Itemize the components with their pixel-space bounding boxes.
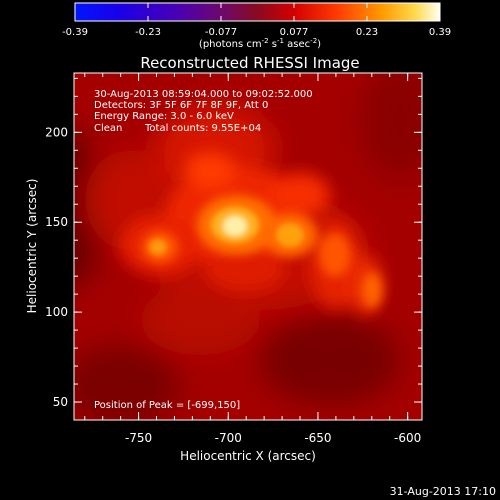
y-tick-label: 50 [53,395,68,409]
algorithm-name: Clean [94,123,122,134]
colorbar-frame [74,2,441,22]
peak-position: Position of Peak = [-699,150] [94,400,240,411]
colorbar-tick-label: 0.23 [356,27,378,38]
emission-bright [142,195,382,308]
colorbar-tick-labels: -0.39 -0.23 -0.077 0.077 0.23 0.39 [62,27,451,38]
y-tick-label: 100 [45,305,68,319]
colorbar-tick-label: 0.077 [280,27,309,38]
time-range: 30-Aug-2013 08:59:04.000 to 09:02:52.000 [94,89,313,100]
colorbar [75,3,440,21]
colorbar-tick-label: -0.077 [205,27,237,38]
y-axis-label: Heliocentric Y (arcsec) [25,179,39,314]
xray-emission-image [74,73,422,420]
colorbar-ticks [74,3,441,21]
x-tick-label: -600 [394,431,421,445]
observation-info: 30-Aug-2013 08:59:04.000 to 09:02:52.000… [94,89,313,134]
emission-core [149,207,304,255]
x-axis-label: Heliocentric X (arcsec) [180,449,316,463]
x-tick-label: -750 [125,431,152,445]
colorbar-unit-label: (photons cm-2 s-1 asec-2) [199,37,321,50]
plot-frame [73,72,423,421]
x-tick-label: -650 [304,431,331,445]
total-counts: Total counts: 9.55E+04 [144,123,261,134]
x-axis-ticks: -750 -700 -650 -600 [84,73,421,445]
render-timestamp: 31-Aug-2013 17:10 [390,485,496,498]
colorbar-tick-label: -0.39 [62,27,88,38]
y-tick-label: 150 [45,215,68,229]
detectors-info: Detectors: 3F 5F 6F 7F 8F 9F, Att 0 [94,100,268,111]
energy-range: Energy Range: 3.0 - 6.0 keV [94,111,234,122]
colorbar-tick-label: -0.23 [135,27,161,38]
colorbar-tick-label: 0.39 [429,27,451,38]
y-axis-ticks: 50 100 150 200 [45,77,422,421]
plot-title: Reconstructed RHESSI Image [140,54,359,72]
x-tick-label: -700 [215,431,242,445]
y-tick-label: 200 [45,125,68,139]
